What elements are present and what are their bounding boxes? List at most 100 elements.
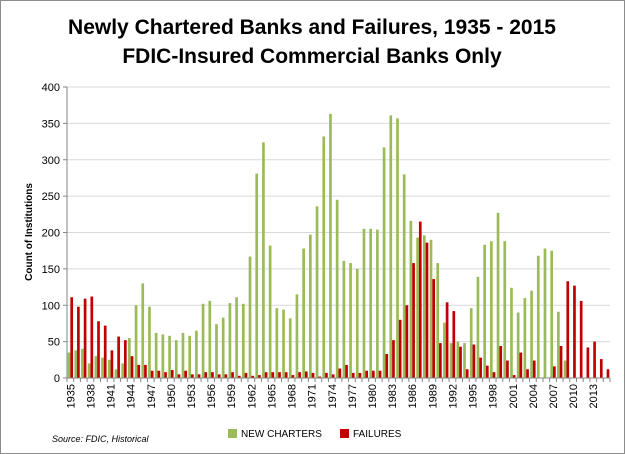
bar-failures-1970 (304, 371, 308, 378)
bar-new-charters-1968 (288, 318, 292, 378)
bar-failures-1968 (291, 375, 295, 378)
chart-title-line-1: Newly Chartered Banks and Failures, 1935… (68, 16, 556, 39)
bar-new-charters-1998 (490, 241, 493, 378)
bar-new-charters-1940 (101, 357, 104, 378)
x-tick-label: 1950 (166, 384, 178, 408)
bar-new-charters-1937 (81, 348, 84, 378)
bar-new-charters-1982 (382, 147, 386, 378)
bar-new-charters-2002 (516, 312, 520, 378)
x-tick-label: 1938 (85, 384, 97, 408)
y-tick-label: 400 (42, 82, 60, 94)
y-tick-label: 100 (42, 300, 60, 312)
bar-failures-1960 (237, 375, 241, 378)
bar-failures-1935 (70, 297, 74, 378)
bar-failures-1976 (345, 364, 348, 378)
x-tick-label: 1971 (307, 384, 319, 408)
bar-new-charters-1950 (168, 335, 171, 378)
bar-new-charters-1938 (87, 363, 91, 378)
legend-label-failures: FAILURES (353, 429, 402, 440)
bar-failures-2010 (573, 285, 576, 378)
bar-failures-1943 (123, 340, 127, 378)
x-tick-label: 2001 (508, 384, 520, 408)
x-tick-label: 1983 (387, 384, 399, 408)
bar-failures-2004 (532, 360, 536, 378)
bar-failures-1993 (459, 346, 462, 378)
bar-failures-1982 (385, 353, 389, 378)
bar-new-charters-1965 (268, 245, 272, 378)
bar-new-charters-1944 (128, 337, 131, 378)
bar-failures-2015 (606, 369, 610, 378)
bar-failures-2009 (566, 281, 570, 378)
bar-failures-1963 (258, 375, 261, 378)
bar-failures-1946 (144, 364, 147, 378)
bar-failures-1961 (244, 372, 248, 378)
y-tick-label: 50 (48, 337, 60, 349)
bar-new-charters-1942 (114, 369, 118, 378)
bar-new-charters-1943 (121, 363, 124, 378)
bar-failures-1952 (184, 370, 187, 378)
bar-new-charters-1985 (402, 174, 406, 378)
x-tick-label: 1986 (407, 384, 419, 408)
axes (66, 87, 610, 379)
bar-new-charters-1997 (483, 244, 486, 378)
bar-new-charters-1969 (295, 294, 299, 378)
bar-new-charters-2006 (543, 248, 547, 378)
bar-failures-1984 (398, 319, 402, 378)
bar-failures-2012 (586, 347, 590, 378)
bar-new-charters-1949 (161, 334, 165, 378)
bar-new-charters-1994 (463, 343, 466, 378)
x-tick-label: 1947 (146, 384, 158, 408)
bar-failures-1988 (425, 242, 429, 378)
x-tick-label: 2004 (528, 384, 540, 408)
bar-failures-1964 (264, 372, 268, 378)
bar-failures-2014 (599, 359, 603, 378)
bar-new-charters-1980 (369, 228, 373, 378)
bar-failures-1941 (110, 350, 114, 378)
bar-failures-1971 (311, 372, 315, 378)
bar-failures-2002 (519, 352, 523, 378)
y-tick-label: 300 (42, 155, 60, 167)
bar-new-charters-1973 (322, 136, 326, 378)
bar-new-charters-1977 (349, 263, 352, 378)
bar-failures-1966 (278, 372, 281, 378)
bar-new-charters-1966 (275, 308, 279, 378)
x-tick-label: 2010 (568, 384, 580, 408)
bar-new-charters-1993 (456, 341, 460, 378)
bar-failures-1956 (211, 372, 214, 378)
y-axis-ticks: 0 50 100 150 200 250 300 350 400 (42, 82, 67, 385)
bar-new-charters-2004 (530, 290, 533, 378)
x-tick-label: 1989 (427, 384, 439, 408)
x-tick-label: 1956 (206, 384, 218, 408)
x-tick-label: 1935 (65, 384, 77, 408)
bar-new-charters-1954 (195, 330, 198, 378)
bar-failures-1937 (83, 298, 87, 378)
bar-new-charters-2009 (563, 360, 567, 378)
bar-new-charters-1964 (262, 142, 265, 378)
bar-failures-1947 (150, 370, 154, 378)
y-tick-label: 250 (42, 191, 60, 203)
x-tick-label: 1977 (347, 384, 359, 408)
bar-failures-1945 (137, 364, 141, 378)
bar-new-charters-1963 (255, 173, 259, 378)
bar-failures-1995 (472, 344, 476, 378)
bar-new-charters-1946 (141, 283, 145, 378)
bar-new-charters-2003 (523, 297, 527, 378)
x-tick-label: 2013 (588, 384, 600, 408)
bar-new-charters-1952 (181, 332, 185, 378)
bar-failures-1969 (298, 372, 301, 378)
bar-failures-2013 (593, 341, 596, 378)
bar-new-charters-1958 (221, 317, 225, 378)
bar-failures-1959 (231, 372, 234, 378)
bar-failures-1942 (117, 336, 120, 378)
bar-failures-2011 (579, 300, 583, 378)
bar-new-charters-1989 (429, 239, 433, 378)
bar-failures-1973 (325, 372, 328, 378)
bar-failures-1985 (405, 305, 409, 378)
bar-new-charters-2007 (550, 250, 554, 378)
bar-failures-1994 (465, 369, 469, 378)
bar-new-charters-1935 (67, 352, 71, 378)
bar-failures-1978 (358, 372, 362, 378)
bar-failures-1981 (378, 370, 382, 378)
